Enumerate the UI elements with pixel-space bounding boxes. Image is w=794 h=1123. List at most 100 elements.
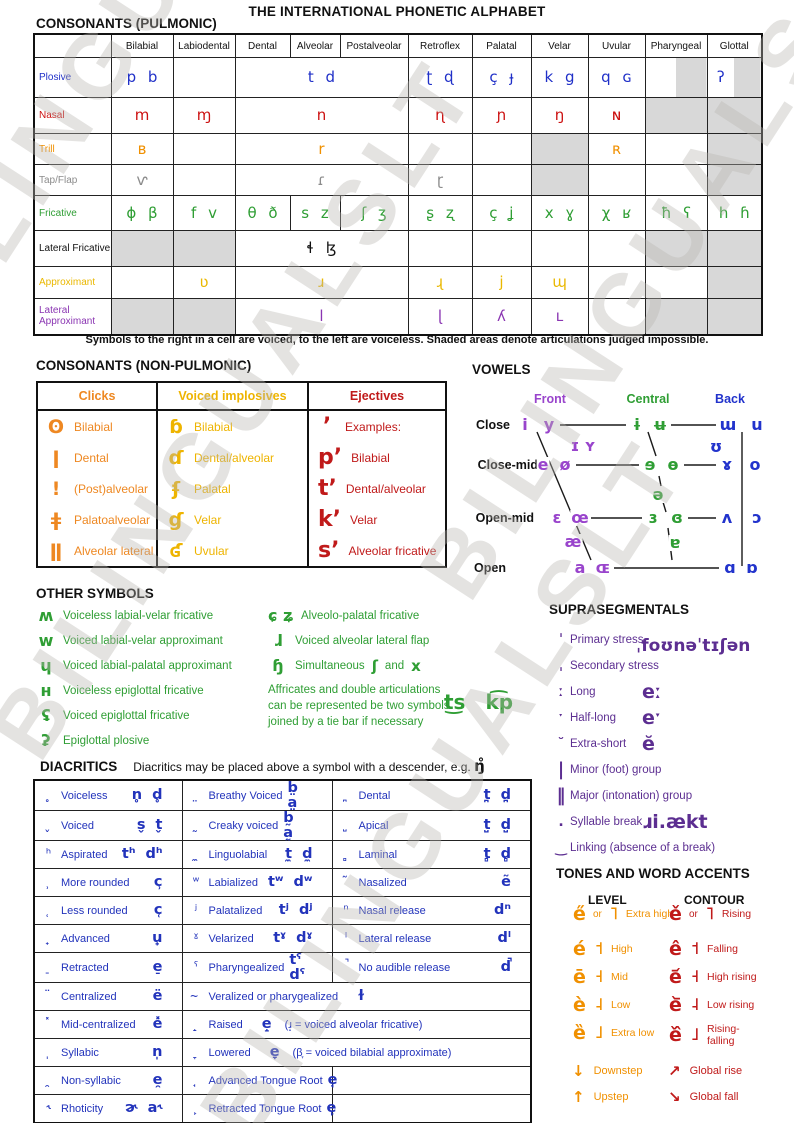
diacritics-header: DIACRITICS Diacritics may be placed abov… [40, 757, 485, 775]
nonpulmonic-item: sʼ Alveolar fricative [309, 535, 445, 566]
pulmonic-cell [644, 266, 708, 299]
ipa-symbol: ʄ [171, 477, 181, 500]
diacritic-cell: ̜ Less rounded c̜ [33, 896, 183, 925]
nonpulmonic-item: tʼ Dental/alveolar [309, 473, 445, 504]
ipa-symbol: e̙ [326, 1100, 337, 1117]
other-symbol-item: ʜ Voiceless epiglottal fricative [36, 683, 203, 699]
pulmonic-row-label: Lateral Approximant [33, 298, 112, 335]
ipa-symbol: ç ɟ [489, 68, 514, 86]
ipa-symbol: ʛ [169, 539, 183, 562]
ipa-symbol: e̞ [269, 1044, 280, 1061]
vowel-symbol: ɛ [551, 508, 563, 527]
pulmonic-cell: ɲ [471, 97, 532, 134]
ipa-symbol: ʡ [41, 731, 51, 750]
ipa-symbol: kʼ [318, 507, 341, 532]
suprasegmental-mark: ˌ [558, 658, 564, 674]
ipa-symbol: ë [152, 988, 163, 1005]
ipa-symbol: ʂ ʐ [426, 203, 454, 222]
vowel-symbol: ɨ [631, 415, 643, 434]
other-symbol-item: ɕ ʑ Alveolo-palatal fricative [268, 608, 419, 624]
diacritic-label: Laminal [358, 848, 398, 861]
pulmonic-cell: θ ð [234, 195, 291, 231]
suprasegmental-item: ː Long eː [552, 680, 782, 704]
tone-bar-symbol: ˥ [609, 904, 619, 924]
pulmonic-cell: ɸ β [110, 195, 174, 231]
diacritic-cell: ˞ Rhoticity ɚ a˞ [33, 1094, 183, 1123]
ipa-symbol: ɻ [436, 273, 444, 291]
affricate-examples: t͜s k͡p [444, 690, 513, 714]
tones-level-header: LEVEL [588, 893, 627, 907]
diacritics-heading: DIACRITICS [40, 759, 118, 774]
pulmonic-row: Trill ʙ r ʀ [33, 133, 763, 165]
ipa-symbol: e̝ [261, 1016, 272, 1033]
nonpulmonic-column-header: Voiced implosives [158, 383, 307, 411]
nonpulmonic-item-label: Uvular [194, 543, 229, 558]
affricate-note-line: Affricates and double articulations [268, 684, 441, 696]
pulmonic-cell [471, 164, 532, 196]
diacritic-mark: ˤ [193, 960, 199, 975]
vowel-symbol: æ [563, 532, 583, 551]
diacritic-cell-content: ̞ Lowered e̞ (β̞ = voiced bilabial approxim… [183, 1039, 531, 1066]
ipa-symbol: ɹi.ækt [642, 810, 708, 833]
diacritic-row: ̯ Non-syllabic e̯ ̘ Advanced Tongue Root e̘ [33, 1066, 532, 1095]
diacritic-mark: ʰ [45, 847, 52, 862]
vowel-symbol: ɪ [569, 436, 581, 455]
diacritic-cell: ̽ Mid-centralized e̽ [33, 1010, 183, 1039]
pulmonic-cell: ç ʝ [471, 195, 532, 231]
tone-item: ē ˧ Mid [572, 968, 694, 987]
tone-bar-symbol: ˧ [594, 967, 604, 987]
suprasegmental-item: . Syllable break ɹi.ækt [552, 810, 782, 834]
suprasegmental-mark: ˑ [558, 710, 564, 726]
nonpulmonic-item-label: Examples: [345, 419, 402, 434]
diacritic-label: Labialized [208, 876, 259, 889]
vowel-symbol: i [521, 415, 529, 434]
ipa-symbol: p b [126, 68, 158, 86]
suprasegmental-label: Syllable break [570, 816, 643, 828]
ipa-symbol: e̘ [327, 1072, 338, 1089]
tone-bar-symbol: ˦ [690, 939, 700, 959]
suprasegmental-label: Linking (absence of a break) [570, 842, 716, 854]
diacritic-mark: ⁿ [343, 903, 349, 918]
pulmonic-cell [706, 97, 763, 134]
diacritic-label: Veralized or pharygealized [208, 990, 339, 1003]
pulmonic-cell [172, 57, 236, 98]
diacritic-mark: ˞ [46, 1101, 51, 1116]
diacritic-cell: ̃ Nasalized ẽ [331, 868, 532, 897]
ipa-symbol: ē [573, 966, 586, 988]
pulmonic-row-label: Tap/Flap [33, 164, 112, 196]
diacritic-label: Breathy Voiced [208, 789, 283, 802]
pulmonic-cell [706, 230, 763, 267]
ipa-symbol: ʎ [497, 306, 506, 325]
ipa-symbol: ʍ [38, 606, 54, 625]
ipa-symbol: j [499, 273, 504, 291]
diacritic-cell-content: ⁿ Nasal release dⁿ [333, 897, 531, 924]
other-symbol-item: w Voiced labial-velar approximant [36, 633, 223, 649]
pulmonic-cell [644, 298, 708, 335]
diacritic-cell: ̞ Lowered e̞ (β̞ = voiced bilabial approxim… [181, 1038, 532, 1067]
ipa-symbol: ⱱ [136, 170, 148, 189]
pulmonic-cell [172, 133, 236, 165]
pulmonic-cell [644, 230, 708, 267]
vowel-symbol: ɞ [670, 508, 684, 527]
ipa-symbol: t͜s [444, 690, 466, 714]
ipa-symbol: ʀ [611, 139, 622, 158]
diacritic-cell-content: ʲ Palatalized tʲ dʲ [183, 897, 332, 924]
diacritic-cell: ̼ Linguolabial t̼ d̼ [181, 840, 333, 869]
diacritic-cell: ʰ Aspirated tʰ dʰ [33, 840, 183, 869]
other-symbol-item: ɥ Voiced labial-palatal approximant [36, 658, 231, 674]
diacritic-cell-content: ̩ Syllabic n̩ [35, 1039, 182, 1066]
pulmonic-cell: h ɦ [706, 195, 763, 231]
vowel-symbol: e [536, 455, 550, 474]
pulmonic-cell [471, 133, 532, 165]
diacritic-label: More rounded [61, 876, 130, 889]
other-symbol-label: Epiglottal plosive [63, 735, 150, 747]
vowel-symbol: ɒ [745, 558, 759, 577]
tone-bar-symbol: ˧ [690, 967, 700, 987]
diacritic-cell: ̴ Veralized or pharygealized ɫ [181, 982, 532, 1011]
pulmonic-header-row: Bilabial Labiodental Dental Alveolar Postalv… [33, 33, 763, 58]
nonpulmonic-item: ʄ Palatal [158, 473, 307, 504]
diacritic-cell-content: ̼ Linguolabial t̼ d̼ [183, 841, 332, 868]
tone-item: e᷄ ˧ High rising [668, 968, 790, 987]
pulmonic-row-label: Trill [33, 133, 112, 165]
affricate-note-line: can be represented be two symbols [268, 700, 450, 712]
